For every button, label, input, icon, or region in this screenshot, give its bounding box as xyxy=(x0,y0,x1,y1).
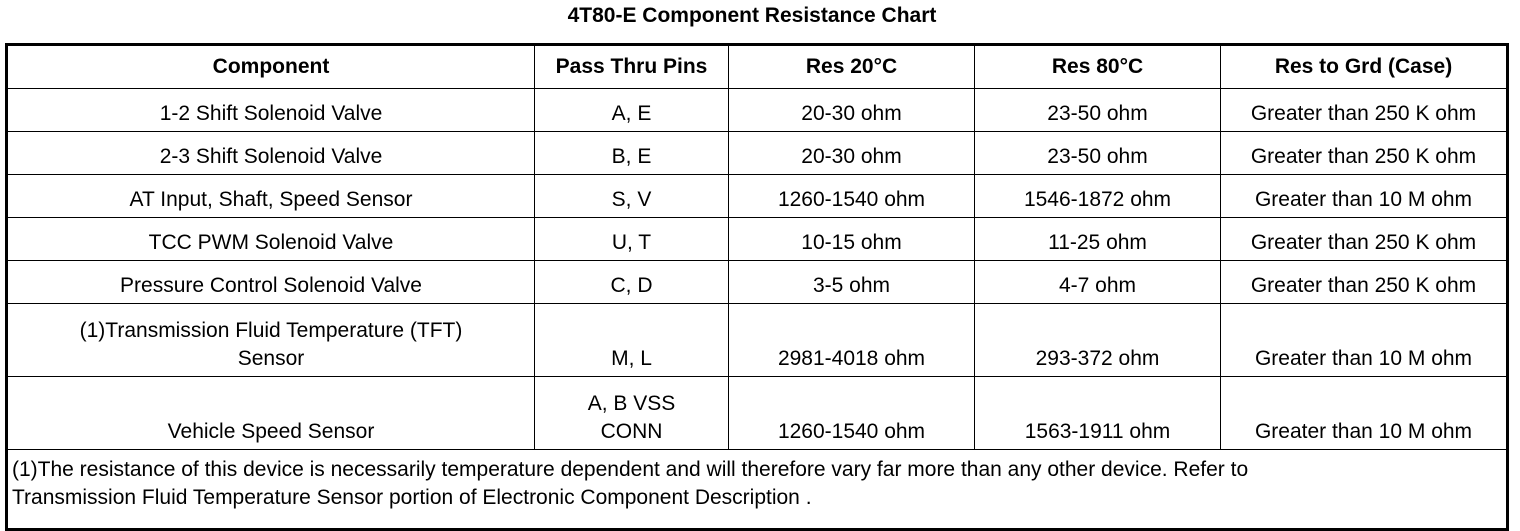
component-line: Sensor xyxy=(237,347,305,370)
chart-title: 4T80-E Component Resistance Chart xyxy=(567,4,937,27)
cell-pins: A, B VSS CONN xyxy=(534,376,729,450)
column-header-pass-thru-pins: Pass Thru Pins xyxy=(534,44,729,89)
column-header-res-20c: Res 20°C xyxy=(728,44,975,89)
cell-res-20c: 10-15 ohm xyxy=(728,217,975,261)
table-row: (1)Transmission Fluid Temperature (TFT) … xyxy=(6,303,1508,377)
cell-component: TCC PWM Solenoid Valve xyxy=(6,217,535,261)
table-row: AT Input, Shaft, Speed Sensor S, V 1260-… xyxy=(6,174,1508,218)
pins-line: A, B VSS xyxy=(587,392,676,415)
cell-component: 2-3 Shift Solenoid Valve xyxy=(6,131,535,175)
cell-res-80c: 23-50 ohm xyxy=(974,131,1221,175)
cell-component: AT Input, Shaft, Speed Sensor xyxy=(6,174,535,218)
table-row: Vehicle Speed Sensor A, B VSS CONN 1260-… xyxy=(6,376,1508,450)
cell-res-20c: 1260-1540 ohm xyxy=(728,174,975,218)
cell-res-20c: 20-30 ohm xyxy=(728,131,975,175)
cell-component: (1)Transmission Fluid Temperature (TFT) … xyxy=(6,303,535,377)
cell-pins: B, E xyxy=(534,131,729,175)
footnote-line: (1)The resistance of this device is nece… xyxy=(12,458,1249,481)
cell-component: 1-2 Shift Solenoid Valve xyxy=(6,88,535,132)
cell-res-to-ground: Greater than 250 K ohm xyxy=(1220,217,1508,261)
cell-res-80c: 1546-1872 ohm xyxy=(974,174,1221,218)
cell-res-20c: 1260-1540 ohm xyxy=(728,376,975,450)
cell-res-80c: 293-372 ohm xyxy=(974,303,1221,377)
cell-res-to-ground: Greater than 10 M ohm xyxy=(1220,303,1508,377)
cell-res-80c: 4-7 ohm xyxy=(974,260,1221,304)
cell-component: Pressure Control Solenoid Valve xyxy=(6,260,535,304)
cell-res-to-ground: Greater than 10 M ohm xyxy=(1220,174,1508,218)
table-row: 2-3 Shift Solenoid Valve B, E 20-30 ohm … xyxy=(6,131,1508,175)
cell-res-to-ground: Greater than 250 K ohm xyxy=(1220,88,1508,132)
resistance-table: Component Pass Thru Pins Res 20°C Res 80… xyxy=(5,43,1509,531)
cell-res-80c: 1563-1911 ohm xyxy=(974,376,1221,450)
table-header-row: Component Pass Thru Pins Res 20°C Res 80… xyxy=(6,44,1508,89)
cell-component: Vehicle Speed Sensor xyxy=(6,376,535,450)
cell-res-80c: 11-25 ohm xyxy=(974,217,1221,261)
component-line: (1)Transmission Fluid Temperature (TFT) xyxy=(79,319,463,342)
cell-pins: S, V xyxy=(534,174,729,218)
cell-res-to-ground: Greater than 10 M ohm xyxy=(1220,376,1508,450)
column-header-component: Component xyxy=(6,44,535,89)
pins-line: CONN xyxy=(600,420,663,443)
cell-pins: C, D xyxy=(534,260,729,304)
column-header-res-80c: Res 80°C xyxy=(974,44,1221,89)
cell-res-20c: 20-30 ohm xyxy=(728,88,975,132)
table-row: 1-2 Shift Solenoid Valve A, E 20-30 ohm … xyxy=(6,88,1508,132)
table-row: Pressure Control Solenoid Valve C, D 3-5… xyxy=(6,260,1508,304)
cell-res-to-ground: Greater than 250 K ohm xyxy=(1220,260,1508,304)
footnote-line: Transmission Fluid Temperature Sensor po… xyxy=(12,486,812,509)
footnote: (1)The resistance of this device is nece… xyxy=(6,449,1508,530)
cell-res-to-ground: Greater than 250 K ohm xyxy=(1220,131,1508,175)
cell-pins: U, T xyxy=(534,217,729,261)
cell-pins: A, E xyxy=(534,88,729,132)
cell-res-80c: 23-50 ohm xyxy=(974,88,1221,132)
cell-res-20c: 2981-4018 ohm xyxy=(728,303,975,377)
cell-pins: M, L xyxy=(534,303,729,377)
footnote-row: (1)The resistance of this device is nece… xyxy=(6,449,1508,530)
cell-res-20c: 3-5 ohm xyxy=(728,260,975,304)
column-header-res-to-ground: Res to Grd (Case) xyxy=(1220,44,1508,89)
table-row: TCC PWM Solenoid Valve U, T 10-15 ohm 11… xyxy=(6,217,1508,261)
